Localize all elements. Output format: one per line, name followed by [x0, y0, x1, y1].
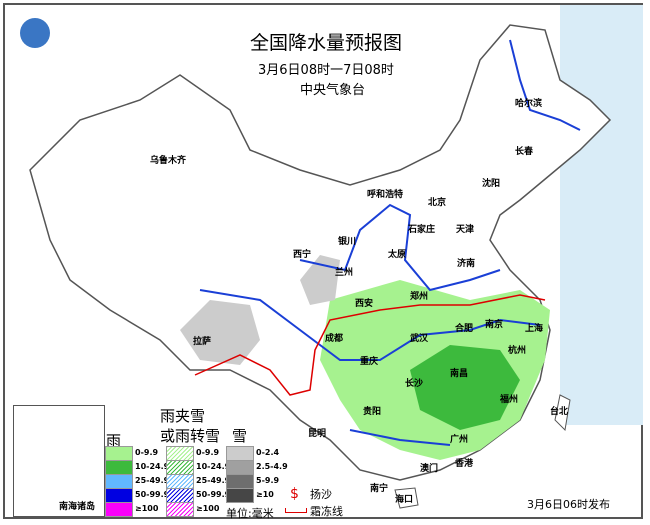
inset-label: 南海诸岛 [59, 502, 96, 512]
river-songhua [509, 39, 581, 131]
legend-snow-title: 雪 [232, 427, 248, 445]
legend-swatch-rain [105, 488, 133, 503]
legend-value-mix: 25-49.9 [196, 476, 231, 485]
legend-swatch-mix [166, 446, 194, 461]
issue-time: 3月6日06时发布 [527, 498, 610, 511]
city-label: 上海 [525, 324, 544, 334]
city-label: 拉萨 [193, 337, 212, 347]
city-label: 成都 [325, 334, 344, 344]
legend-value-mix: 50-99.9 [196, 490, 231, 499]
river-yellow [299, 203, 501, 292]
city-label: 兰州 [335, 268, 354, 278]
legend-swatch-snow [226, 474, 254, 489]
city-label: 贵阳 [363, 407, 382, 417]
legend-value-snow: 5-9.9 [256, 476, 280, 485]
city-label: 武汉 [410, 334, 429, 344]
unit-label: 单位:毫米 [226, 507, 274, 520]
city-label: 香港 [455, 459, 474, 469]
south-china-sea-inset: 南海诸岛 [13, 405, 105, 517]
city-label: 南京 [485, 320, 504, 330]
legend-value-rain: 25-49.9 [135, 476, 170, 485]
legend-value-rain: 0-9.9 [135, 448, 159, 457]
city-label: 长沙 [405, 379, 424, 389]
legend-value-rain: 50-99.9 [135, 490, 170, 499]
city-label: 哈尔滨 [515, 99, 543, 109]
city-label: 石家庄 [408, 225, 436, 235]
taiwan-outline [554, 394, 571, 432]
city-label: 郑州 [410, 292, 429, 302]
legend-swatch-mix [166, 474, 194, 489]
forecast-period: 3月6日08时一7日08时 [258, 63, 394, 78]
sand-label: 扬沙 [310, 488, 332, 501]
legend-swatch-mix [166, 502, 194, 517]
hainan-outline [394, 487, 419, 509]
legend-swatch-mix [166, 460, 194, 475]
city-label: 昆明 [308, 429, 327, 439]
city-label: 乌鲁木齐 [150, 156, 187, 166]
city-label: 太原 [388, 250, 407, 260]
map-title: 全国降水量预报图 [250, 32, 403, 54]
legend-value-rain: ≥100 [135, 504, 159, 513]
legend-mix-title-2: 或雨转雪 [160, 427, 221, 445]
river-pearl [349, 429, 451, 446]
city-label: 广州 [450, 435, 469, 445]
rain-zone-moderate [410, 345, 520, 430]
city-label: 台北 [550, 407, 569, 417]
city-label: 天津 [456, 225, 475, 235]
legend-value-snow: 0-2.4 [256, 448, 280, 457]
city-label: 济南 [457, 259, 476, 269]
legend-swatch-snow [226, 488, 254, 503]
city-label: 沈阳 [482, 179, 501, 189]
city-label: 福州 [500, 395, 519, 405]
legend-swatch-rain [105, 460, 133, 475]
sea [560, 5, 643, 425]
city-label: 澳门 [420, 464, 439, 474]
city-label: 海口 [395, 495, 414, 505]
city-label: 西宁 [293, 250, 312, 260]
frost-line-icon [285, 508, 307, 513]
legend-swatch-rain [105, 502, 133, 517]
city-label: 银川 [338, 237, 357, 247]
city-label: 杭州 [508, 346, 527, 356]
city-label: 南宁 [370, 484, 389, 494]
legend-value-mix: 0-9.9 [196, 448, 220, 457]
legend-swatch-rain [105, 446, 133, 461]
city-label: 重庆 [360, 357, 379, 367]
legend-value-snow: 2.5-4.9 [256, 462, 288, 471]
city-label: 北京 [428, 198, 447, 208]
legend-swatch-mix [166, 488, 194, 503]
legend-mix-title: 雨夹雪 [160, 407, 206, 425]
city-label: 长春 [515, 147, 534, 157]
legend-swatch-snow [226, 460, 254, 475]
legend-value-snow: ≥10 [256, 490, 274, 499]
legend-swatch-snow [226, 446, 254, 461]
legend-swatch-rain [105, 474, 133, 489]
legend-value-rain: 10-24.9 [135, 462, 170, 471]
legend-value-mix: 10-24.9 [196, 462, 231, 471]
river-yangtze [199, 289, 541, 361]
frost-line [194, 294, 546, 396]
city-label: 西安 [355, 299, 374, 309]
frost-label: 霜冻线 [310, 505, 343, 518]
legend-rain-title: 雨 [106, 432, 122, 450]
city-label: 合肥 [455, 324, 474, 334]
issuer: 中央气象台 [300, 83, 366, 98]
city-label: 呼和浩特 [367, 190, 404, 200]
snow-zone-tibet [180, 300, 260, 365]
cma-logo-icon [20, 18, 50, 48]
legend-value-mix: ≥100 [196, 504, 220, 513]
city-label: 南昌 [450, 369, 469, 379]
sand-icon: $ [290, 486, 299, 502]
